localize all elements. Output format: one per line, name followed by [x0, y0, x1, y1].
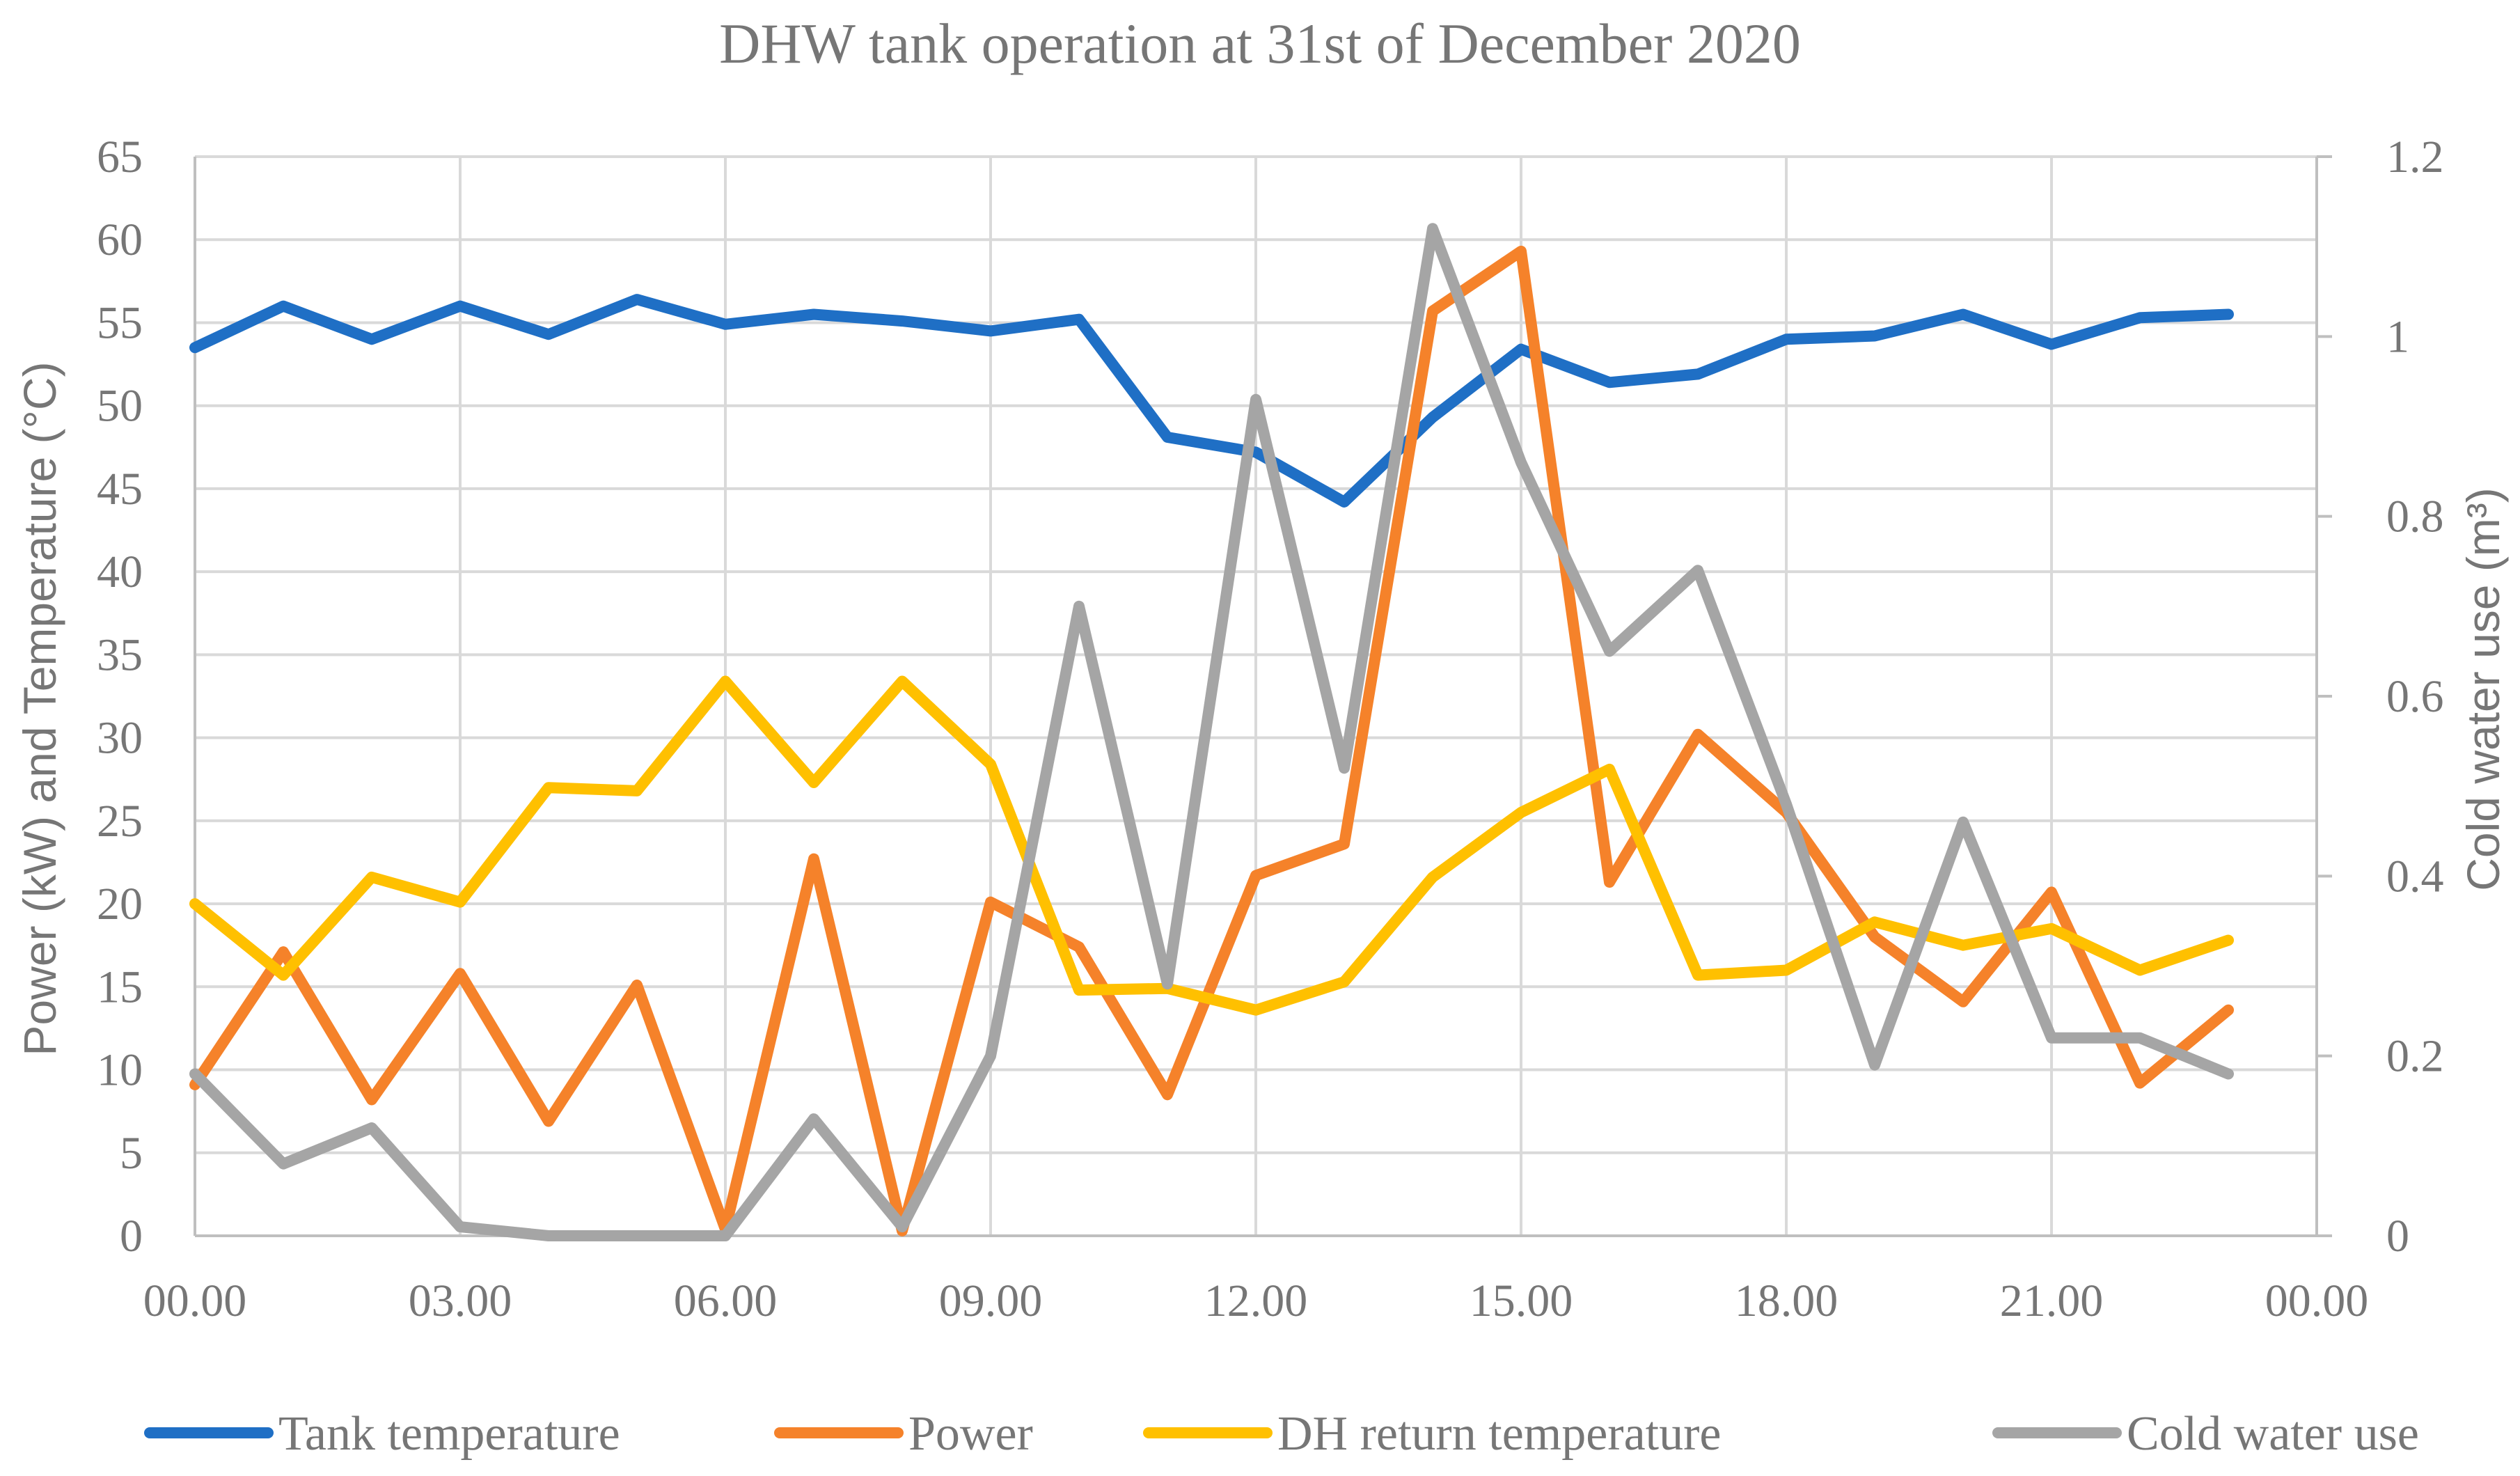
x-tick-label: 09.00 — [939, 1275, 1043, 1326]
y-tick-label: 40 — [97, 547, 143, 597]
y2-tick-label: 1 — [2386, 311, 2409, 362]
legend: Tank temperature Power DH return temperatu… — [144, 1407, 2419, 1461]
y-tick-label: 5 — [120, 1128, 143, 1179]
series-line-dh-return-temperature — [189, 675, 2234, 1016]
legend-label-cold-water-use: Cold water use — [2127, 1407, 2419, 1461]
y-tick-label: 55 — [97, 297, 143, 348]
series-line-power — [189, 245, 2234, 1236]
y2-tick-label: 1.2 — [2386, 132, 2444, 182]
y2-tick-label: 0 — [2386, 1211, 2409, 1262]
y2-tick-label: 0.6 — [2386, 671, 2444, 722]
x-tick-label: 15.00 — [1470, 1275, 1573, 1326]
y-axis-title: Power (kW) and Temperature (°C) — [14, 361, 65, 1055]
series-line-tank-temperature — [189, 294, 2234, 508]
x-tick-label: 21.00 — [2000, 1275, 2104, 1326]
x-tick-label: 03.00 — [409, 1275, 512, 1326]
y-tick-label: 20 — [97, 879, 143, 929]
y2-axis-title: Cold water use (m³) — [2457, 487, 2509, 890]
x-tick-label: 00.00 — [143, 1275, 247, 1326]
y-tick-label: 25 — [97, 796, 143, 847]
series-line-cold-water-use — [189, 223, 2234, 1241]
y-tick-label: 35 — [97, 629, 143, 680]
x-tick-label: 06.00 — [674, 1275, 778, 1326]
y-tick-label: 60 — [97, 214, 143, 265]
legend-label-tank-temperature: Tank temperature — [278, 1407, 620, 1461]
y-tick-label: 65 — [97, 132, 143, 182]
y-tick-label: 15 — [97, 961, 143, 1012]
y-tick-label: 0 — [120, 1211, 143, 1262]
legend-label-power: Power — [908, 1407, 1033, 1461]
y2-tick-label: 0.2 — [2386, 1031, 2444, 1082]
y-tick-label: 30 — [97, 713, 143, 764]
x-tick-label: 18.00 — [1735, 1275, 1838, 1326]
legend-label-dh-return-temperature: DH return temperature — [1277, 1407, 1722, 1461]
y2-tick-label: 0.4 — [2386, 851, 2444, 902]
x-tick-label: 00.00 — [2265, 1275, 2369, 1326]
y-tick-label: 45 — [97, 464, 143, 515]
chart-title: DHW tank operation at 31st of December 2… — [719, 12, 1801, 75]
y-tick-label: 10 — [97, 1045, 143, 1096]
x-tick-label: 12.00 — [1204, 1275, 1308, 1326]
y-tick-label: 50 — [97, 381, 143, 432]
y2-tick-label: 0.8 — [2386, 492, 2444, 542]
series-lines — [189, 223, 2234, 1241]
